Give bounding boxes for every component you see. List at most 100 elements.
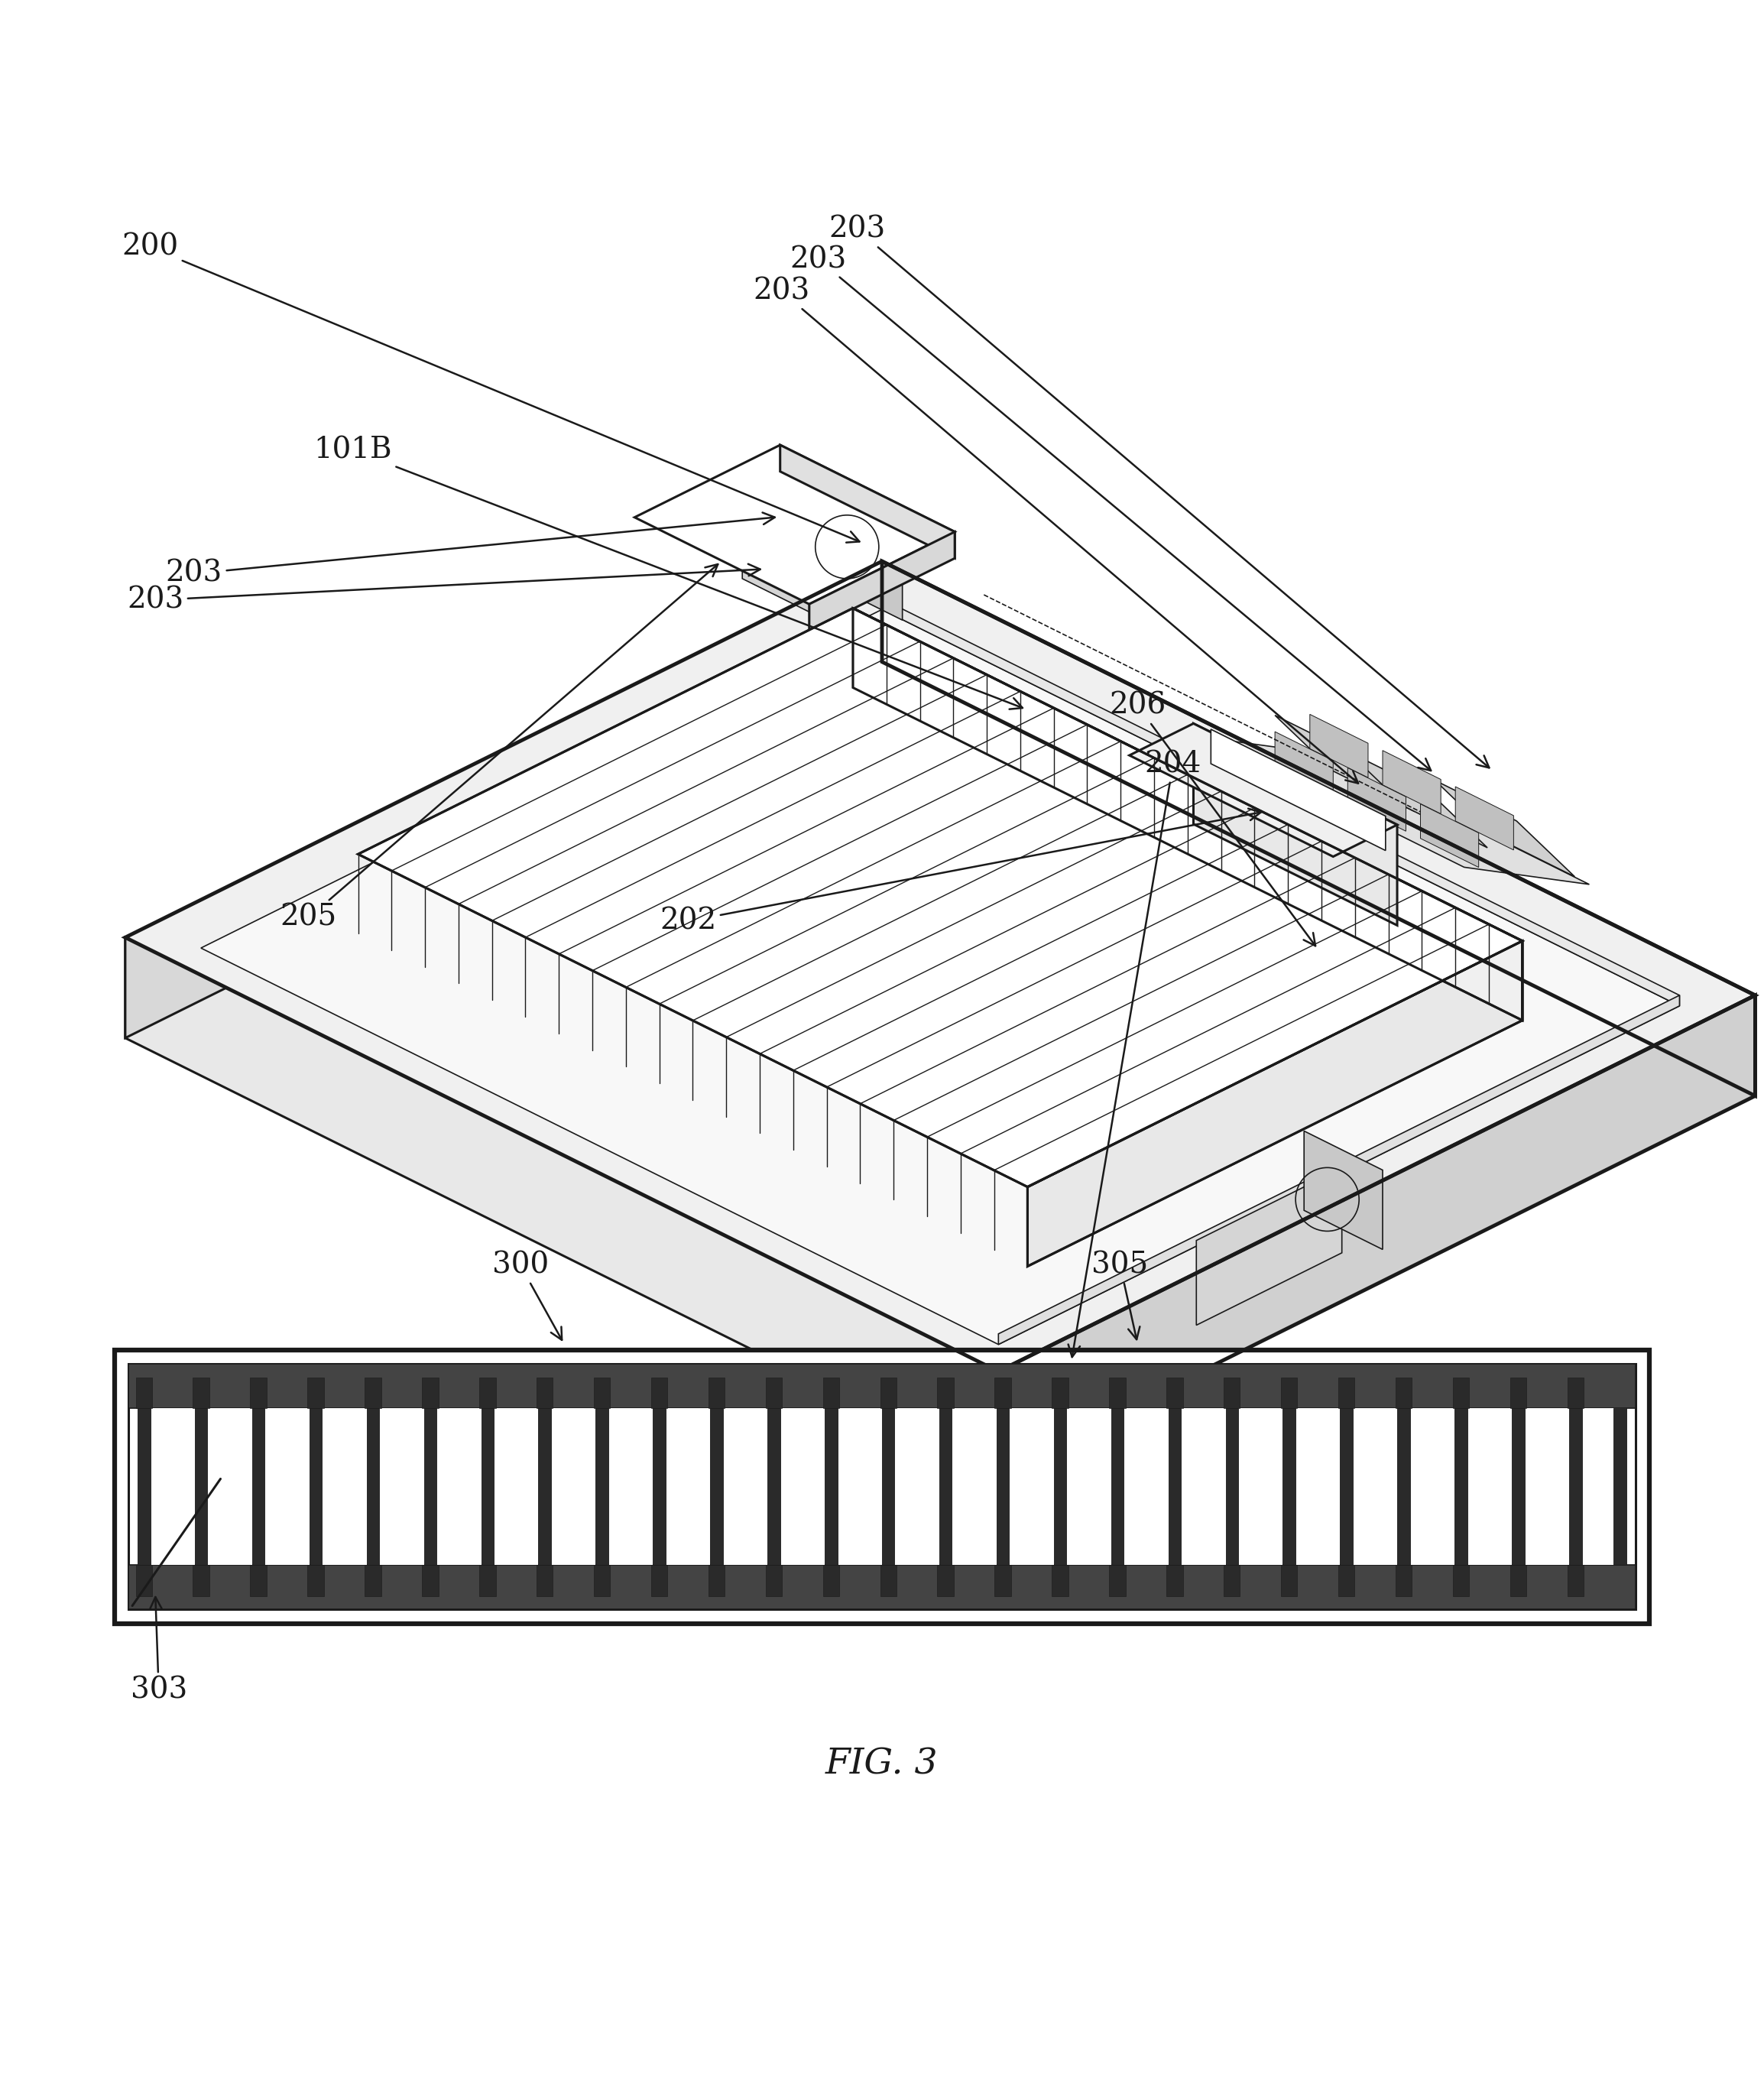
Text: 203: 203 — [790, 246, 1431, 771]
Bar — [307, 1565, 325, 1596]
Bar — [129, 1365, 1635, 1409]
Polygon shape — [1383, 750, 1441, 815]
Bar — [480, 1565, 496, 1596]
Bar — [1512, 1409, 1524, 1564]
Bar — [1454, 1565, 1469, 1596]
Bar — [1295, 1409, 1341, 1564]
Text: 202: 202 — [660, 809, 1261, 934]
Bar — [1180, 1409, 1226, 1564]
Bar — [822, 1378, 840, 1409]
Text: 206: 206 — [1110, 691, 1316, 945]
Polygon shape — [1275, 716, 1415, 811]
Bar — [1168, 1409, 1180, 1564]
Polygon shape — [635, 445, 954, 605]
Bar — [136, 1565, 152, 1596]
Polygon shape — [774, 477, 903, 620]
Text: 300: 300 — [492, 1252, 563, 1340]
Bar — [436, 1409, 482, 1564]
Bar — [1166, 1378, 1184, 1409]
Polygon shape — [358, 609, 1522, 1186]
Bar — [1224, 1378, 1240, 1409]
Bar — [208, 1409, 252, 1564]
Polygon shape — [998, 995, 1679, 1344]
Bar — [1053, 1409, 1067, 1564]
Polygon shape — [1194, 724, 1397, 926]
Bar — [1282, 1409, 1295, 1564]
Bar — [536, 1378, 552, 1409]
Bar — [265, 1409, 309, 1564]
Bar — [838, 1409, 882, 1564]
Bar — [1339, 1565, 1355, 1596]
Polygon shape — [1203, 737, 1589, 884]
Bar — [150, 1409, 194, 1564]
Bar — [1051, 1378, 1069, 1409]
Bar — [252, 1409, 265, 1564]
Bar — [307, 1378, 325, 1409]
Polygon shape — [1348, 752, 1487, 848]
Bar — [1009, 1409, 1053, 1564]
Bar — [494, 1409, 538, 1564]
Bar — [1566, 1378, 1584, 1409]
Polygon shape — [201, 609, 1679, 1344]
Bar — [365, 1565, 381, 1596]
Polygon shape — [801, 483, 852, 525]
Bar — [880, 1378, 896, 1409]
Polygon shape — [998, 995, 1755, 1472]
Polygon shape — [1420, 804, 1478, 867]
Bar — [651, 1565, 667, 1596]
Polygon shape — [1455, 788, 1514, 851]
Bar — [1614, 1409, 1626, 1564]
Bar — [1281, 1565, 1297, 1596]
Bar — [1051, 1565, 1069, 1596]
Bar — [129, 1565, 1635, 1609]
Bar — [365, 1378, 381, 1409]
Bar — [766, 1565, 781, 1596]
Bar — [1566, 1565, 1584, 1596]
Polygon shape — [1348, 769, 1406, 832]
Bar — [1395, 1565, 1411, 1596]
Polygon shape — [801, 504, 852, 546]
Bar — [1341, 1409, 1353, 1564]
Text: FIG. 2: FIG. 2 — [826, 998, 938, 1031]
Bar — [665, 1409, 711, 1564]
Bar — [367, 1409, 379, 1564]
Polygon shape — [125, 561, 1755, 1371]
Bar — [1409, 1409, 1455, 1564]
Text: 101B: 101B — [314, 437, 1023, 710]
Polygon shape — [1311, 714, 1369, 777]
Polygon shape — [852, 609, 1522, 1021]
Bar — [1224, 1565, 1240, 1596]
Bar — [894, 1409, 938, 1564]
Text: 305: 305 — [1092, 1252, 1148, 1340]
Bar — [309, 1409, 323, 1564]
Bar — [422, 1378, 439, 1409]
Bar — [550, 1409, 596, 1564]
Bar — [822, 1565, 840, 1596]
Bar — [767, 1409, 780, 1564]
Bar — [882, 1409, 894, 1564]
Bar — [953, 1409, 997, 1564]
Bar — [1510, 1378, 1526, 1409]
Bar — [1395, 1378, 1411, 1409]
Text: 205: 205 — [280, 565, 718, 932]
Polygon shape — [1210, 729, 1385, 851]
Bar — [1166, 1565, 1184, 1596]
Bar — [1124, 1409, 1168, 1564]
Bar — [995, 1565, 1011, 1596]
Bar — [192, 1565, 210, 1596]
Bar — [1353, 1409, 1397, 1564]
Bar — [1238, 1409, 1282, 1564]
Bar — [250, 1378, 266, 1409]
Bar — [651, 1378, 667, 1409]
Bar — [192, 1378, 210, 1409]
Bar — [997, 1409, 1009, 1564]
Polygon shape — [780, 445, 954, 559]
Bar — [1110, 1378, 1125, 1409]
Text: 203: 203 — [166, 512, 774, 588]
Bar — [538, 1409, 550, 1564]
Bar — [1281, 1378, 1297, 1409]
Bar — [129, 1365, 1635, 1609]
Bar — [480, 1378, 496, 1409]
Bar — [422, 1565, 439, 1596]
Bar — [423, 1409, 436, 1564]
